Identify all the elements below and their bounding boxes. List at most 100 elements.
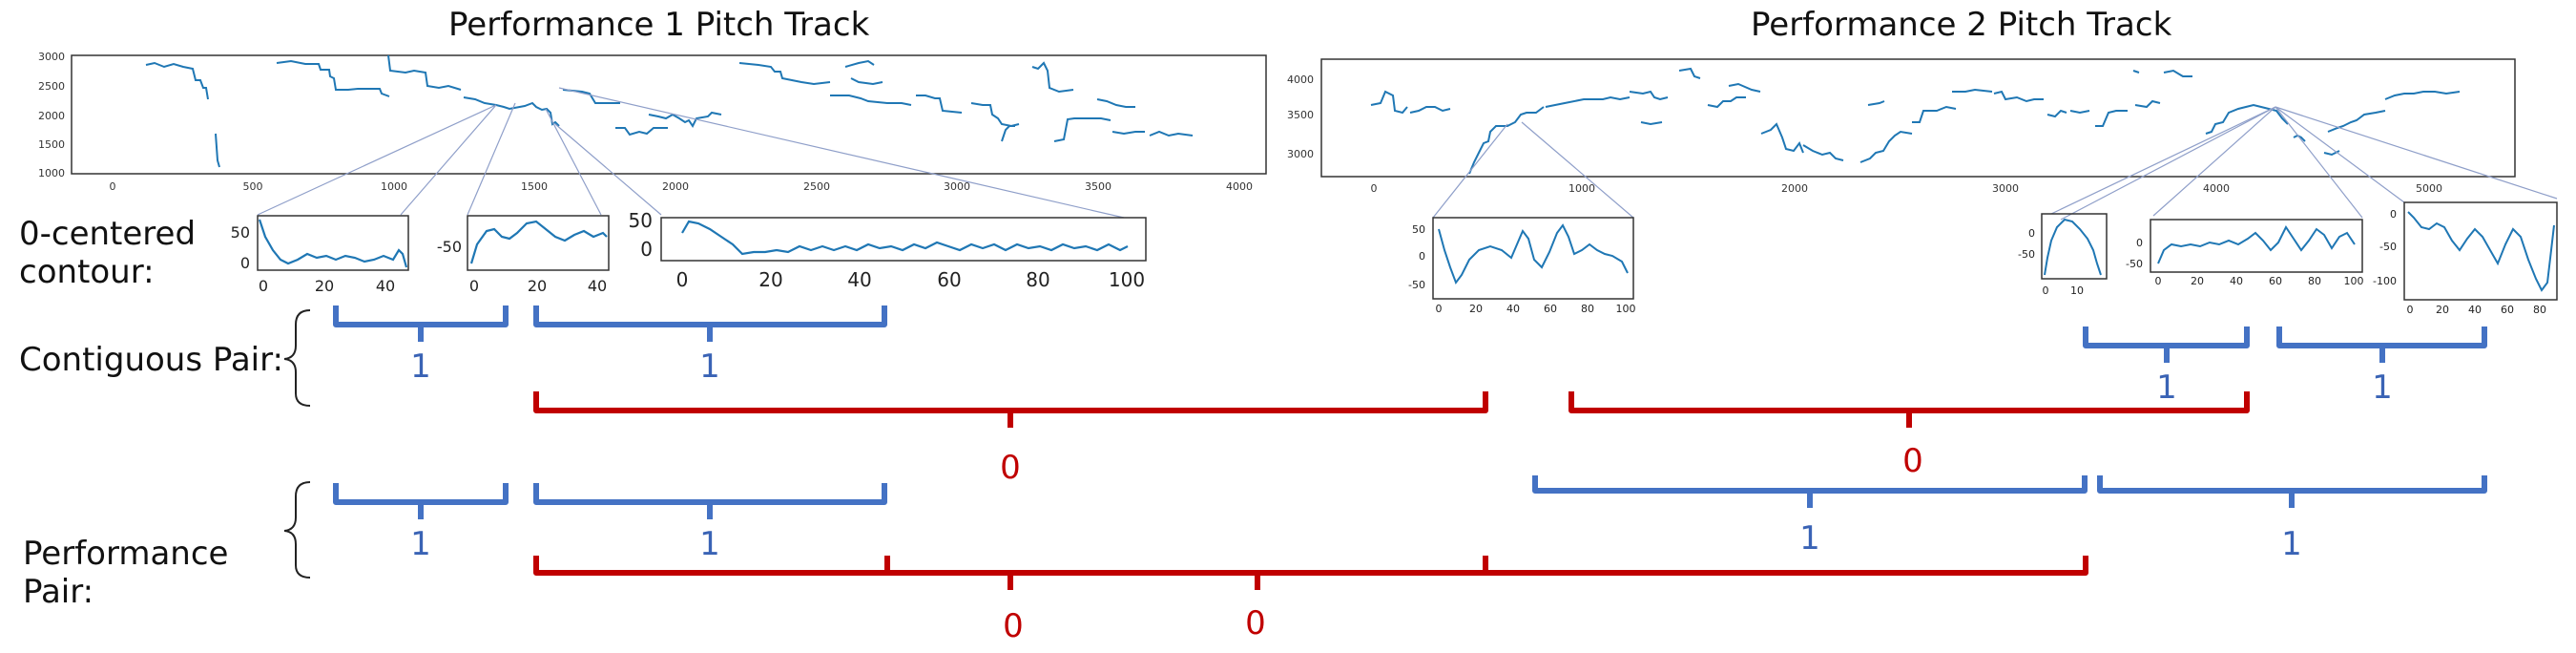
contour-p2a-xtick: 80	[1581, 303, 1594, 315]
perf1-xtick: 500	[243, 180, 263, 193]
perf1-title: Performance 1 Pitch Track	[448, 6, 870, 44]
perf2-ytick: 3000	[1287, 148, 1314, 160]
contour-row-label-line2: contour:	[19, 253, 155, 291]
perf1-y-axis: 1000 1500 2000 2500 3000	[38, 51, 65, 179]
contour-p1c-line	[681, 220, 1129, 256]
performance-row-label-line2: Pair:	[23, 573, 94, 611]
perf2-xtick: 2000	[1781, 182, 1808, 195]
contour-p2c-xtick: 20	[2191, 275, 2204, 287]
contour-p1c-ytick: 0	[640, 238, 653, 261]
performance-value-neg-b: 0	[1245, 604, 1266, 642]
performance-value-p1a: 1	[410, 525, 431, 563]
contour-p2d-line	[2407, 211, 2555, 292]
contour-p2d-ytick: -50	[2379, 241, 2397, 253]
contour-p2a-ytick: 50	[1412, 223, 1425, 236]
contour-p1c-ytick: 50	[629, 209, 653, 232]
contiguous-pos-bracket-p2a	[2083, 326, 2250, 363]
contour-p1b-xtick: 40	[588, 277, 607, 295]
perf1-xtick: 3500	[1085, 180, 1111, 193]
contour-p1a-ytick: 50	[231, 223, 250, 242]
contiguous-row-label: Contiguous Pair:	[19, 341, 283, 379]
contour-p2b-line	[2044, 218, 2102, 276]
contour-p2a-xtick: 100	[1616, 303, 1636, 315]
contour-p2d-xtick: 20	[2436, 304, 2449, 316]
performance-pos-bracket-p1b	[533, 483, 887, 519]
contour-p2b: 0 -50 0 10	[2018, 213, 2108, 297]
perf2-xtick: 5000	[2416, 182, 2442, 195]
perf1-xtick: 4000	[1226, 180, 1253, 193]
performance-value-p1b: 1	[699, 525, 720, 563]
perf2-xtick: 3000	[1992, 182, 2019, 195]
contiguous-row-brace	[283, 309, 311, 407]
contiguous-value-p1a: 1	[410, 348, 431, 386]
contour-p2a-line	[1438, 223, 1629, 285]
perf1-ytick: 3000	[38, 51, 65, 63]
contiguous-pos-bracket-p1a	[333, 305, 509, 342]
row-braces	[283, 309, 311, 579]
contour-p1a-frame	[257, 215, 409, 271]
contour-p1a-ytick: 0	[240, 254, 250, 272]
performance-pos-bracket-p1a	[333, 483, 509, 519]
perf1-xtick: 2000	[662, 180, 689, 193]
contiguous-value-p2a: 1	[2156, 369, 2177, 407]
performance-pos-bracket-p2a	[1532, 475, 2088, 508]
perf1-plot-frame	[71, 54, 1267, 175]
contour-p1a-xtick: 40	[376, 277, 395, 295]
contour-p1b-line	[469, 220, 608, 264]
contour-p2c-frame	[2150, 219, 2363, 273]
contour-p2a-xtick: 20	[1469, 303, 1483, 315]
contour-p2a-ytick: 0	[1419, 250, 1425, 263]
contour-p1c-xtick: 80	[1026, 268, 1049, 291]
perf2-ytick: 3500	[1287, 109, 1314, 121]
contour-p1c-xtick: 60	[937, 268, 961, 291]
contour-row-label: 0-centered contour:	[19, 215, 196, 291]
perf1-xtick: 2500	[803, 180, 830, 193]
contour-p2a-xtick: 60	[1544, 303, 1557, 315]
perf1-ytick: 2500	[38, 80, 65, 93]
contour-p1c-xtick: 20	[758, 268, 782, 291]
contour-p2c-ytick: -50	[2126, 258, 2143, 270]
contour-p2b-xtick: 10	[2070, 284, 2084, 297]
contour-p2a-frame	[1432, 217, 1634, 300]
contour-p2d-xtick: 60	[2501, 304, 2514, 316]
contour-p1c-xtick: 0	[676, 268, 689, 291]
performance-value-neg-a: 0	[1003, 607, 1024, 645]
perf2-xtick: 1000	[1568, 182, 1595, 195]
perf2-y-axis: 3000 3500 4000	[1287, 74, 1314, 160]
contour-p1a-line	[258, 219, 408, 268]
perf2-plot-frame	[1320, 58, 2516, 178]
contour-row-label-line1: 0-centered	[19, 215, 197, 253]
perf2-pitch-line	[1370, 67, 2461, 175]
perf1-xtick: 1500	[521, 180, 548, 193]
performance-row-label: Performance Pair:	[23, 535, 228, 611]
perf2-xtick: 0	[1371, 182, 1378, 195]
contour-p2c-line	[2157, 225, 2356, 264]
contour-p1c: 50 0 0 20 40 60 80 100	[629, 209, 1147, 291]
contour-p2c-xtick: 40	[2230, 275, 2243, 287]
perf2-title: Performance 2 Pitch Track	[1751, 6, 2172, 44]
contour-p1b: -50 0 20 40	[437, 215, 610, 295]
contour-p2a-ytick: -50	[1408, 279, 1425, 291]
contiguous-value-neg-p2: 0	[1902, 442, 1923, 480]
contiguous-neg-bracket-p2	[1568, 391, 2250, 428]
performance-pos-bracket-p2b	[2097, 475, 2487, 508]
contiguous-pos-bracket-p1b	[533, 305, 887, 342]
contour-p2c-xtick: 100	[2344, 275, 2364, 287]
contour-p2d-xtick: 40	[2468, 304, 2482, 316]
perf2-x-axis: 0 1000 2000 3000 4000 5000	[1371, 182, 2443, 195]
performance-value-p2b: 1	[2281, 525, 2302, 563]
perf1-ytick: 1000	[38, 167, 65, 179]
contour-p2b-xtick: 0	[2043, 284, 2049, 297]
contour-p2d: 0 -50 -100 0 20 40 60 80	[2373, 201, 2558, 316]
contour-p1a-xtick: 20	[315, 277, 334, 295]
contour-p2c: 0 -50 0 20 40 60 80 100	[2126, 219, 2364, 287]
contiguous-pos-bracket-p2b	[2276, 326, 2487, 363]
perf1-xtick: 3000	[944, 180, 970, 193]
performance-row-label-line1: Performance	[23, 535, 229, 573]
perf1-xtick: 0	[110, 180, 116, 193]
performance-neg-bracket-b	[884, 556, 2088, 590]
contour-p1b-frame	[467, 215, 610, 271]
contour-p2c-xtick: 60	[2269, 275, 2282, 287]
brackets	[333, 305, 2487, 590]
